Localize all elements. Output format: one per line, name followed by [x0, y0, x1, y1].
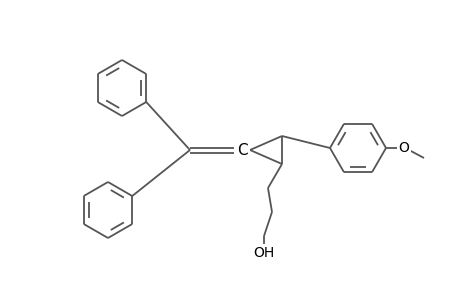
Text: O: O — [397, 141, 409, 155]
Text: OH: OH — [253, 246, 274, 260]
Text: C: C — [236, 142, 247, 158]
